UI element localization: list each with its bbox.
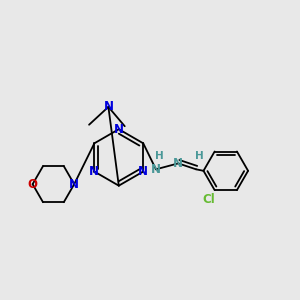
Text: N: N [89,165,99,178]
Text: H: H [154,151,163,161]
Text: N: N [173,157,183,170]
Text: H: H [195,151,203,161]
Text: N: N [114,123,124,136]
Text: N: N [151,163,161,176]
Text: N: N [69,178,79,191]
Text: N: N [138,165,148,178]
Text: Cl: Cl [202,194,215,206]
Text: N: N [103,100,113,113]
Text: O: O [28,178,38,191]
